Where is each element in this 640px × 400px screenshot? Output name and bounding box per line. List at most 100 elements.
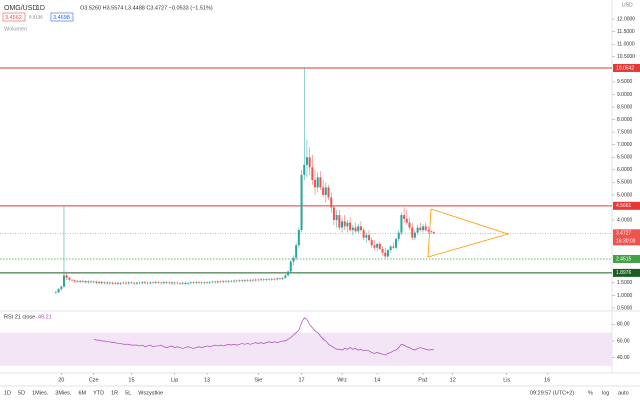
- candle-body: [338, 215, 341, 228]
- x-tick-label: 13: [204, 377, 210, 383]
- candle-body: [324, 187, 327, 195]
- last-price-label: 3.4727: [616, 231, 632, 237]
- scale-option[interactable]: %: [588, 390, 593, 396]
- candle-body: [243, 280, 246, 281]
- range-button[interactable]: 5D: [18, 390, 25, 396]
- candle-body: [73, 280, 76, 282]
- candle-body: [268, 279, 271, 280]
- candle-body: [230, 280, 233, 282]
- spread: 0.0136: [29, 15, 43, 20]
- range-button[interactable]: 3Mies.: [55, 390, 72, 396]
- x-tick-label: Lis: [503, 377, 510, 383]
- candle-body: [192, 282, 195, 283]
- x-tick-label: Sie: [254, 377, 262, 383]
- candle-body: [287, 271, 290, 276]
- candle-body: [114, 282, 117, 284]
- buy-price[interactable]: 3.4698: [53, 15, 70, 21]
- y-tick-label: 4.0000: [617, 217, 633, 223]
- candle-body: [206, 282, 209, 283]
- candle-body: [92, 281, 95, 283]
- candle-body: [154, 281, 157, 283]
- rsi-name: RSI 21 close: [4, 314, 35, 320]
- y-tick-label: 10.5000: [617, 54, 635, 60]
- range-button[interactable]: 1D: [4, 390, 11, 396]
- y-tick-label: 6.0000: [617, 167, 633, 173]
- candle-body: [60, 286, 63, 290]
- x-tick-label: 16: [544, 377, 550, 383]
- candle-body: [365, 235, 368, 238]
- triangle-drawing: [427, 208, 510, 258]
- x-tick-label: 14: [374, 377, 380, 383]
- rsi-y-tick-label: 40.00: [617, 355, 630, 361]
- level-label: 1.8976: [616, 270, 632, 276]
- candle-body: [95, 281, 98, 283]
- candle-body: [260, 279, 263, 281]
- y-tick-label: 1.5000: [617, 280, 633, 286]
- sell-button[interactable]: [2, 12, 26, 22]
- candle-body: [386, 250, 389, 257]
- triangle-lines: [427, 208, 510, 258]
- candle-body: [362, 230, 365, 238]
- candle-body: [170, 282, 173, 284]
- candle-body: [189, 282, 192, 284]
- candle-body: [179, 283, 182, 284]
- scale-option[interactable]: auto: [618, 390, 629, 396]
- candle-body: [68, 277, 71, 280]
- y-tick-label: 8.0000: [617, 117, 633, 123]
- candle-body: [422, 226, 425, 231]
- candle-body: [378, 243, 381, 249]
- candle-body: [184, 282, 187, 284]
- rsi-line: [93, 317, 434, 356]
- scale-option[interactable]: log: [602, 390, 609, 396]
- candle-body: [125, 282, 128, 284]
- candle-body: [62, 275, 65, 287]
- candle-body: [141, 282, 144, 284]
- x-tick-label: 12: [450, 377, 456, 383]
- candle-body: [292, 257, 295, 262]
- range-button[interactable]: 5L: [125, 390, 131, 396]
- candle-body: [65, 275, 68, 278]
- candle-body: [370, 240, 373, 246]
- candle-body: [332, 207, 335, 221]
- candle-body: [106, 282, 109, 284]
- candle-body: [79, 280, 82, 282]
- range-button[interactable]: 1R: [111, 390, 118, 396]
- candle-body: [160, 282, 163, 284]
- candle-body: [127, 282, 130, 284]
- y-tick-label: 5.0000: [617, 192, 633, 198]
- candle-body: [249, 279, 252, 281]
- candle-body: [354, 227, 357, 232]
- range-button[interactable]: 1Mies.: [32, 390, 49, 396]
- candle-body: [265, 279, 268, 280]
- range-button[interactable]: Wszystkie: [138, 390, 163, 396]
- candle-body: [216, 281, 219, 283]
- candle-body: [100, 281, 103, 284]
- x-tick-label: 20: [58, 377, 64, 383]
- y-tick-label: 11.5000: [617, 29, 635, 35]
- candle-body: [222, 281, 225, 282]
- candle-body: [403, 215, 406, 219]
- x-tick-label: Lip: [171, 377, 178, 383]
- candle-body: [197, 282, 200, 283]
- candle-body: [89, 281, 92, 283]
- candle-body: [308, 157, 311, 168]
- buy-button[interactable]: [50, 12, 74, 22]
- candle-body: [297, 230, 300, 246]
- candle-body: [281, 277, 284, 279]
- candle-body: [276, 278, 279, 280]
- candle-body: [430, 231, 433, 232]
- x-tick-label: Paź: [418, 377, 428, 383]
- range-button[interactable]: 6M: [78, 390, 86, 396]
- sell-price[interactable]: 3.4562: [5, 15, 22, 21]
- candle-body: [214, 281, 217, 283]
- candle-body: [208, 282, 211, 283]
- candle-body: [284, 275, 287, 278]
- triangle-edge: [427, 208, 432, 258]
- y-tick-label: 1.0000: [617, 293, 633, 299]
- range-button[interactable]: YTD: [93, 390, 104, 396]
- candle-body: [149, 282, 152, 284]
- x-tick-label: Wrz: [337, 377, 347, 383]
- candle-body: [143, 282, 146, 283]
- candle-body: [411, 227, 414, 238]
- candle-body: [273, 278, 276, 280]
